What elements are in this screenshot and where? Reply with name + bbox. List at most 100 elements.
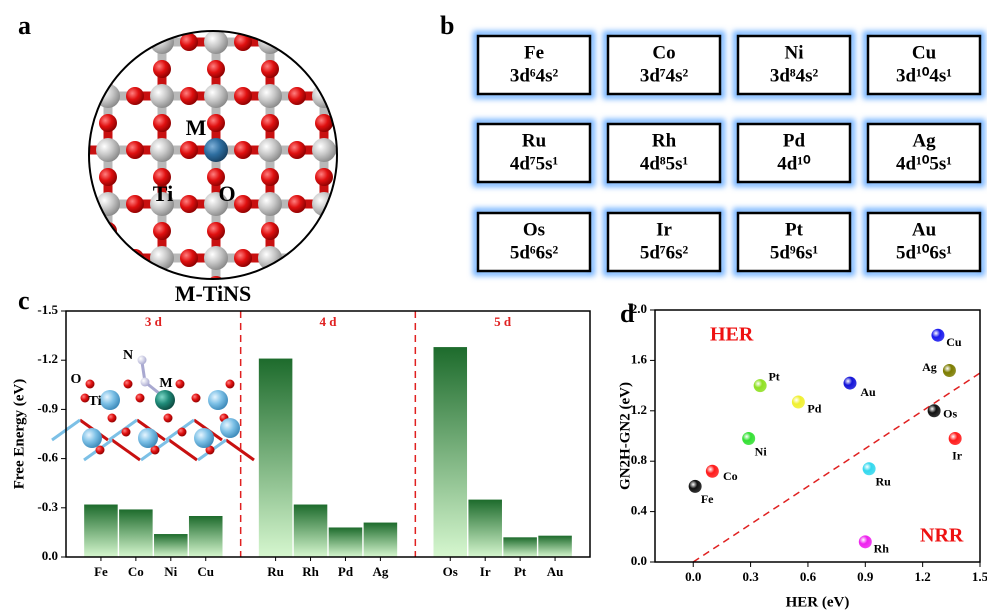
y-axis-label: GN2H-GN2 (eV)	[617, 382, 633, 490]
oxygen-atom	[180, 141, 198, 159]
x-tick-label: Cu	[197, 564, 214, 579]
element-symbol: Os	[523, 219, 545, 240]
oxygen-atom	[396, 141, 414, 159]
point-label: Ni	[755, 444, 768, 458]
oxygen-atom	[342, 195, 360, 213]
titanium-atom	[42, 192, 66, 216]
panel-label: b	[440, 11, 454, 40]
titanium-atom	[258, 84, 282, 108]
element-config: 4d¹⁰	[777, 153, 811, 174]
oxygen-atom	[45, 330, 63, 348]
oxygen-atom	[124, 380, 133, 389]
x-tick-label: Rh	[302, 564, 319, 579]
bar	[189, 516, 223, 557]
inset-label: Ti	[89, 394, 102, 409]
oxygen-atom	[99, 60, 117, 78]
group-label: 4 d	[320, 314, 338, 329]
oxygen-atom	[342, 33, 360, 51]
oxygen-atom	[0, 276, 9, 294]
oxygen-atom	[45, 6, 63, 24]
bar	[294, 505, 328, 557]
titanium-atom	[366, 300, 390, 324]
inset-structure	[52, 356, 254, 461]
x-tick-label: 0.3	[742, 569, 759, 584]
titanium-atom	[194, 428, 214, 448]
oxygen-atom	[288, 87, 306, 105]
y-tick-label: -0.9	[37, 400, 58, 415]
y-tick-label: 1.6	[631, 351, 648, 366]
oxygen-atom	[315, 60, 333, 78]
titanium-atom	[204, 354, 228, 378]
point	[689, 480, 702, 493]
oxygen-atom	[72, 141, 90, 159]
titanium-atom	[366, 192, 390, 216]
point	[928, 404, 941, 417]
oxygen-atom	[0, 114, 9, 132]
element-config: 3d⁶4s²	[510, 65, 559, 86]
titanium-atom	[258, 138, 282, 162]
oxygen-atom	[207, 114, 225, 132]
x-tick-label: Ni	[164, 564, 177, 579]
group-label: 5 d	[494, 314, 512, 329]
point-label: Pt	[768, 369, 779, 383]
x-tick-label: Fe	[94, 564, 108, 579]
oxygen-atom	[153, 6, 171, 24]
titanium-atom	[0, 300, 12, 324]
oxygen-atom	[288, 303, 306, 321]
titanium-atom	[150, 246, 174, 270]
element-symbol: Cu	[912, 42, 937, 63]
bar	[154, 534, 188, 557]
group-label: 3 d	[145, 314, 163, 329]
x-axis-label: HER (eV)	[786, 594, 850, 610]
oxygen-atom	[396, 195, 414, 213]
titanium-atom	[220, 418, 240, 438]
bar	[468, 500, 502, 557]
oxygen-atom	[450, 303, 468, 321]
x-tick-label: Co	[128, 564, 144, 579]
oxygen-atom	[180, 249, 198, 267]
point	[859, 535, 872, 548]
oxygen-atom	[369, 276, 387, 294]
oxygen-atom	[99, 330, 117, 348]
oxygen-atom	[99, 168, 117, 186]
element-symbol: Ir	[656, 219, 672, 240]
oxygen-atom	[234, 141, 252, 159]
oxygen-atom	[234, 357, 252, 375]
oxygen-atom	[369, 330, 387, 348]
oxygen-atom	[423, 6, 441, 24]
lattice	[0, 0, 486, 420]
oxygen-atom	[369, 114, 387, 132]
oxygen-atom	[261, 60, 279, 78]
titanium-atom	[366, 246, 390, 270]
titanium-atom	[366, 84, 390, 108]
x-tick-label: Ag	[372, 564, 388, 579]
oxygen-atom	[153, 60, 171, 78]
oxygen-atom	[369, 168, 387, 186]
oxygen-atom	[72, 195, 90, 213]
oxygen-atom	[72, 303, 90, 321]
titanium-atom	[312, 354, 336, 378]
titanium-atom	[150, 84, 174, 108]
oxygen-atom	[226, 380, 235, 389]
titanium-atom	[96, 30, 120, 54]
oxygen-atom	[288, 195, 306, 213]
x-tick-label: Ru	[267, 564, 284, 579]
element-config: 4d⁸5s¹	[640, 153, 688, 174]
nitrogen-atom	[141, 378, 150, 387]
titanium-atom	[150, 354, 174, 378]
titanium-atom	[420, 84, 444, 108]
x-tick-label: 1.5	[972, 569, 987, 584]
oxygen-atom	[423, 114, 441, 132]
bar	[119, 509, 153, 557]
oxygen-atom	[45, 60, 63, 78]
element-config: 5d⁹6s¹	[770, 242, 818, 263]
oxygen-atom	[180, 357, 198, 375]
point-label: Co	[723, 469, 738, 483]
element-config: 5d⁶6s²	[510, 242, 559, 263]
x-tick-label: 0.9	[857, 569, 874, 584]
oxygen-atom	[423, 276, 441, 294]
element-config: 5d¹⁰6s¹	[896, 242, 952, 263]
titanium-atom	[0, 138, 12, 162]
oxygen-atom	[234, 195, 252, 213]
element-symbol: Pt	[785, 219, 804, 240]
